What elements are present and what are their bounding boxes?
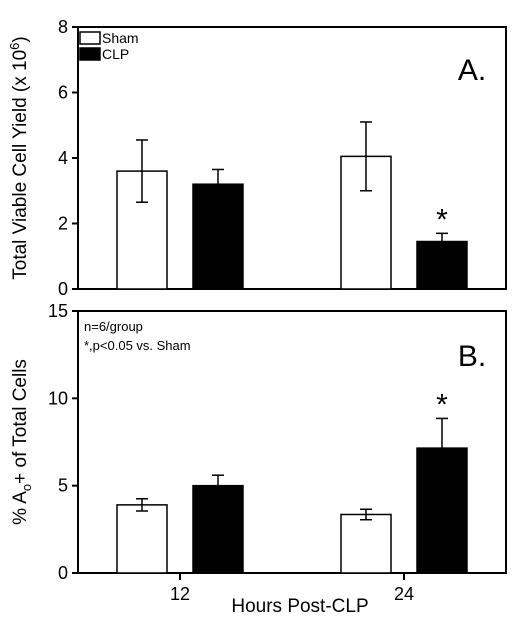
x-tick-label: 24	[394, 584, 414, 604]
panel-b-label: B.	[458, 340, 486, 373]
x-axis-title: Hours Post-CLP	[231, 596, 368, 617]
panel-b-significance-star: *	[436, 388, 448, 421]
panel-a: 0 2 4 6 8 * A. Sham CLP Total Viable Cell Yi…	[7, 17, 507, 299]
panel-a-y-axis-title-close: )	[10, 36, 31, 42]
x-tick-label: 12	[170, 584, 190, 604]
panel-b-bar-sham-24	[340, 513, 392, 574]
panel-a-y-axis-title-unit: (x 10	[10, 50, 31, 92]
legend-label-sham: Sham	[102, 30, 139, 46]
legend-label-clp: CLP	[102, 46, 129, 62]
panel-a-y-tick-label: 6	[58, 83, 68, 103]
panel-a-label: A.	[458, 54, 486, 87]
legend: Sham CLP	[79, 30, 139, 62]
panel-b-note-n: n=6/group	[84, 319, 143, 334]
panel-b-y-axis-title-pre: % A	[10, 491, 31, 525]
panel-b-y-axis-title-sub: o	[19, 484, 34, 491]
panel-b-y-tick-label: 10	[48, 388, 68, 408]
panel-b-y-axis-title-post: + of Total Cells	[10, 359, 31, 484]
panel-a-y-ticks: 0 2 4 6 8	[58, 17, 78, 299]
panel-a-bars: *	[116, 121, 468, 290]
panel-a-y-tick-label: 8	[58, 17, 68, 37]
panel-b-y-tick-label: 15	[48, 301, 68, 321]
panel-b-y-ticks: 0 5 10 15	[48, 301, 78, 583]
panel-b-y-axis-title: % Ao+ of Total Cells	[10, 359, 34, 525]
panel-a-y-tick-label: 2	[58, 214, 68, 234]
panel-a-bar-clp-12	[192, 183, 244, 290]
panel-b-bars: *	[116, 388, 468, 574]
legend-swatch-sham	[79, 31, 101, 45]
panel-a-y-axis-title-main: Total Viable Cell Yield	[10, 97, 31, 279]
panel-b-frame	[77, 310, 507, 574]
panel-a-y-tick-label: 0	[58, 279, 68, 299]
panel-a-y-tick-label: 4	[58, 148, 68, 168]
panel-b-bar-sham-12	[116, 504, 168, 574]
panel-a-significance-star: *	[436, 203, 448, 236]
x-ticks: 12 24	[170, 573, 414, 604]
panel-b-bar-clp-12	[192, 484, 244, 574]
legend-swatch-clp	[79, 47, 101, 61]
panel-b-note-p: *,p<0.05 vs. Sham	[84, 338, 191, 353]
panel-b-y-tick-label: 0	[58, 563, 68, 583]
panel-b-y-tick-label: 5	[58, 476, 68, 496]
panel-a-y-axis-title-exp: 6	[7, 43, 22, 50]
panel-a-y-axis-title: Total Viable Cell Yield (x 106)	[7, 36, 31, 279]
